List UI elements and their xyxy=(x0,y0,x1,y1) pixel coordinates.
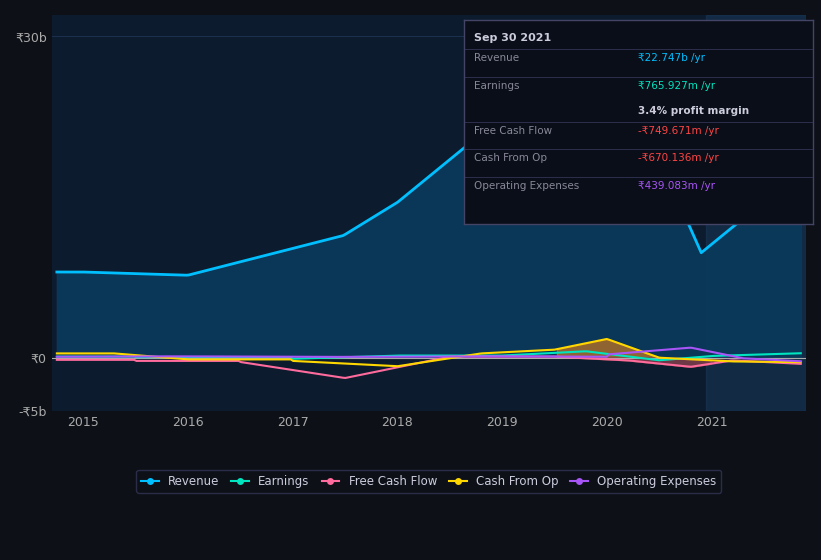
Text: Revenue: Revenue xyxy=(475,53,520,63)
Text: ₹22.747b /yr: ₹22.747b /yr xyxy=(639,53,705,63)
Text: ₹439.083m /yr: ₹439.083m /yr xyxy=(639,181,715,191)
Legend: Revenue, Earnings, Free Cash Flow, Cash From Op, Operating Expenses: Revenue, Earnings, Free Cash Flow, Cash … xyxy=(136,470,722,492)
Text: Sep 30 2021: Sep 30 2021 xyxy=(475,33,552,43)
Text: Earnings: Earnings xyxy=(475,81,520,91)
Text: ₹765.927m /yr: ₹765.927m /yr xyxy=(639,81,715,91)
Text: Operating Expenses: Operating Expenses xyxy=(475,181,580,191)
Text: Cash From Op: Cash From Op xyxy=(475,153,548,164)
Text: 3.4% profit margin: 3.4% profit margin xyxy=(639,106,750,116)
Text: -₹749.671m /yr: -₹749.671m /yr xyxy=(639,126,719,136)
Bar xyxy=(706,15,806,411)
Text: -₹670.136m /yr: -₹670.136m /yr xyxy=(639,153,719,164)
Text: Free Cash Flow: Free Cash Flow xyxy=(475,126,553,136)
